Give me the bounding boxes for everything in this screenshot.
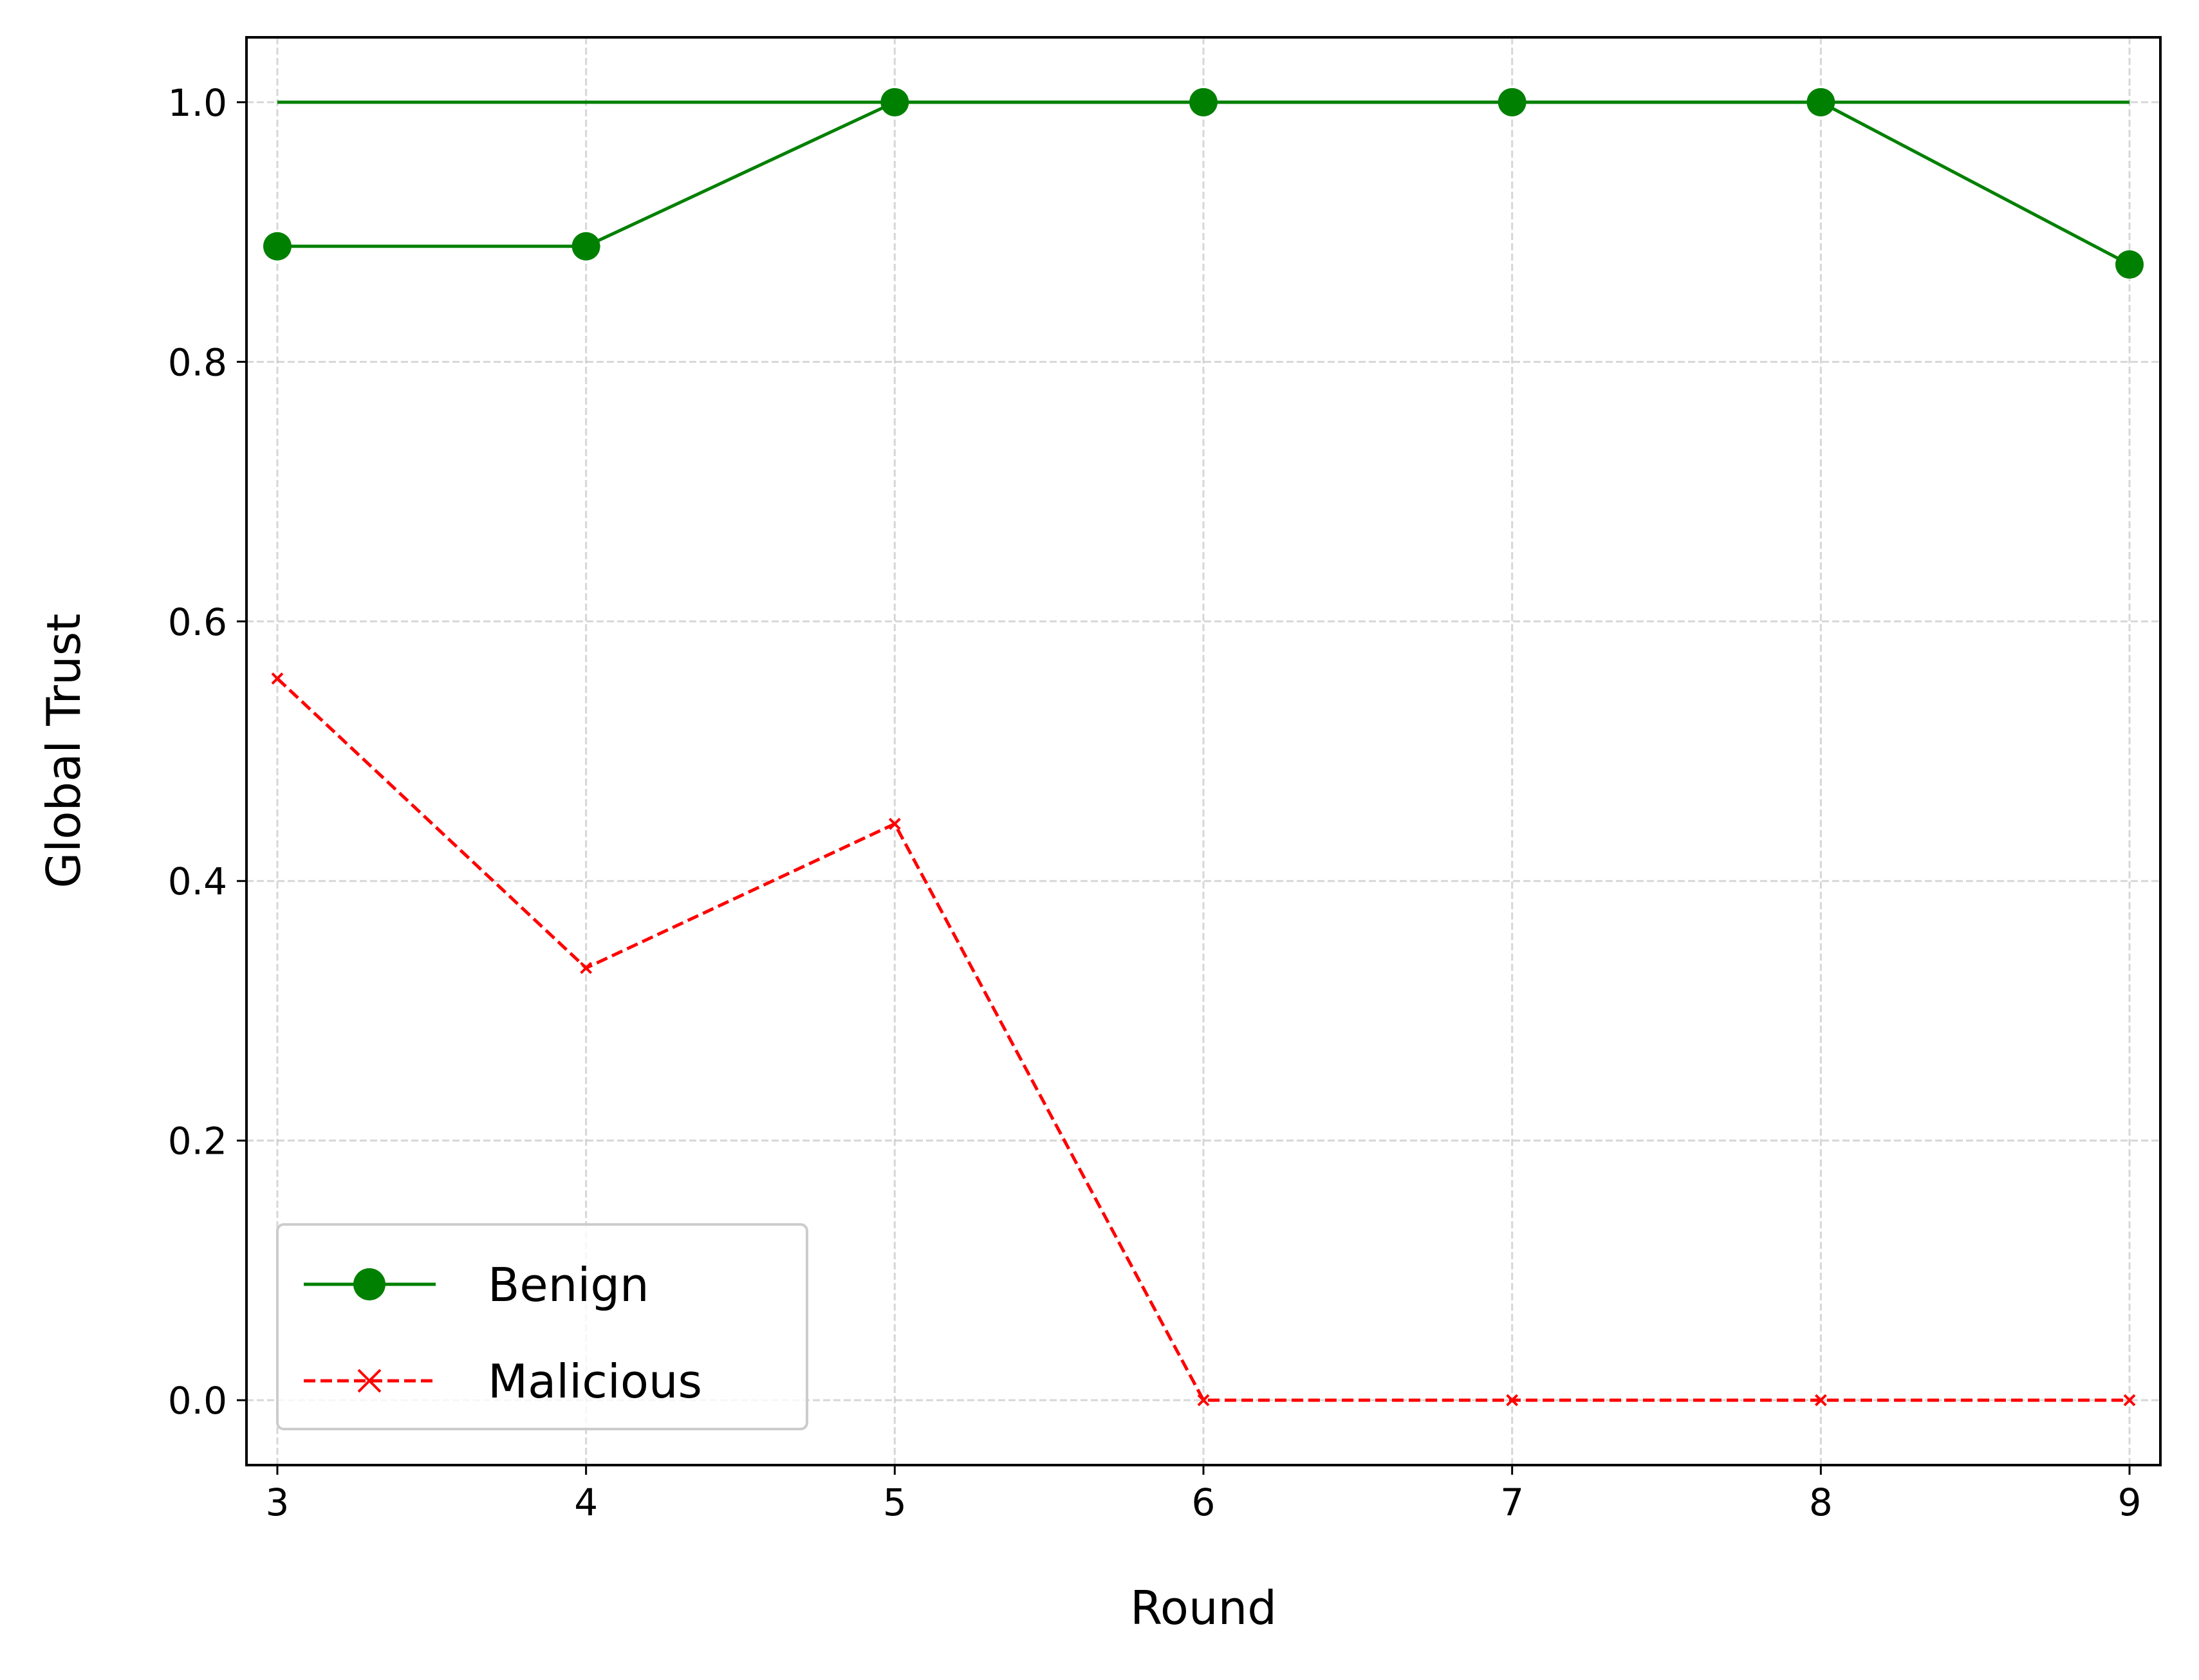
y-tick-label: 0.6 — [168, 600, 227, 644]
y-tick-label: 0.4 — [168, 860, 227, 903]
benign-data-point — [263, 232, 292, 261]
x-tick-label: 9 — [2118, 1481, 2142, 1524]
legend-entries: Benign Malicious — [304, 1258, 702, 1408]
x-marker-stroke — [271, 672, 284, 685]
legend-box — [276, 1223, 808, 1430]
malicious-data-point — [1197, 1394, 1210, 1407]
x-tick-label: 8 — [1809, 1481, 1833, 1524]
ticks: 3 4 5 6 7 8 9 0.0 0.2 0.4 0.6 0.8 1.0 — [168, 81, 2142, 1524]
x-marker-stroke — [1506, 1394, 1519, 1407]
benign-data-point — [1189, 88, 1218, 116]
benign-data-point — [1498, 88, 1526, 116]
x-marker-stroke — [888, 818, 901, 830]
y-axis-label: Global Trust — [37, 614, 91, 889]
benign-data-point — [880, 88, 909, 116]
x-marker-stroke — [580, 961, 593, 974]
benign-data-point — [571, 232, 600, 261]
malicious-legend-label: Malicious — [488, 1354, 702, 1408]
x-tick-label: 7 — [1500, 1481, 1524, 1524]
legend: Benign Malicious — [276, 1223, 808, 1430]
y-tick-label: 0.8 — [168, 340, 227, 384]
x-axis-label: Round — [1130, 1581, 1277, 1635]
y-tick-label: 1.0 — [168, 81, 227, 125]
malicious-data-point — [1814, 1394, 1827, 1407]
malicious-data-point — [1506, 1394, 1519, 1407]
benign-legend-marker — [353, 1268, 385, 1300]
x-tick-label: 5 — [883, 1481, 907, 1524]
x-tick-label: 6 — [1192, 1481, 1216, 1524]
malicious-data-point — [2123, 1394, 2136, 1407]
malicious-legend-marker — [357, 1369, 382, 1393]
series-layer — [263, 88, 2144, 1407]
x-tick-label: 4 — [574, 1481, 598, 1524]
x-marker-stroke — [1814, 1394, 1827, 1407]
malicious-data-point — [888, 818, 901, 830]
x-marker-stroke — [357, 1369, 382, 1393]
x-marker-stroke — [1197, 1394, 1210, 1407]
grid — [246, 37, 2160, 1465]
malicious-data-point — [271, 672, 284, 685]
benign-legend-label: Benign — [488, 1258, 649, 1312]
malicious-data-point — [580, 961, 593, 974]
y-tick-label: 0.0 — [168, 1379, 227, 1423]
y-tick-label: 0.2 — [168, 1120, 227, 1163]
x-tick-label: 3 — [266, 1481, 290, 1524]
benign-data-point — [1806, 88, 1835, 116]
benign-data-point — [2115, 250, 2144, 279]
x-marker-stroke — [2123, 1394, 2136, 1407]
